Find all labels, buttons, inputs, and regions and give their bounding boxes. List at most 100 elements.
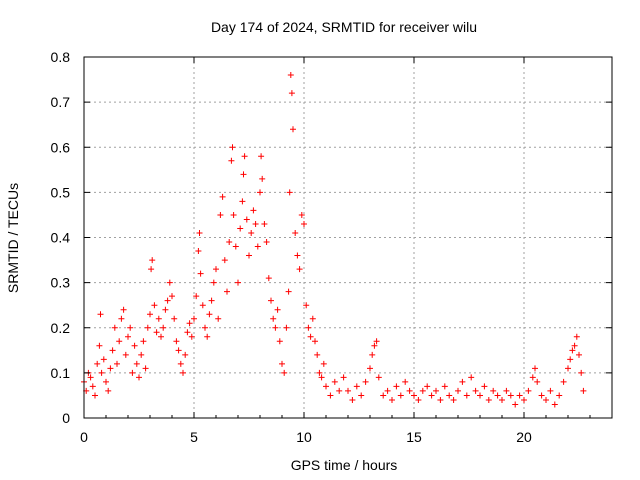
data-point [224,288,230,295]
data-point [111,324,118,331]
data-point [477,392,483,399]
data-point [521,396,527,403]
data-point [105,387,112,394]
data-point [254,243,261,250]
data-point [406,387,413,394]
x-tick-labels: 0 5 10 15 20 [80,429,532,445]
data-point [362,378,369,385]
data-point [433,387,439,394]
data-point [197,270,204,277]
data-point [206,311,213,318]
data-point [169,293,175,300]
data-point [336,387,343,394]
data-point [107,365,114,372]
data-point [151,302,158,309]
data-point [393,383,400,390]
y-tick-label: 0.1 [51,365,71,381]
data-point [305,324,312,331]
data-point [402,378,409,385]
y-tick-label: 0.4 [51,230,71,246]
data-point [565,365,571,372]
data-point [384,387,391,394]
data-point [419,387,426,394]
data-point [171,315,178,322]
data-point [188,333,195,340]
data-point [279,360,285,367]
data-point [221,257,228,264]
data-point [411,392,417,399]
data-point [375,374,382,381]
data-point [298,211,305,218]
data-point [285,288,292,295]
data-point [109,347,116,354]
data-point [122,351,129,358]
data-point [286,189,293,196]
data-point [578,369,585,376]
data-point [307,333,314,340]
data-point [87,374,94,381]
data-point [97,311,104,318]
data-point [196,229,203,236]
data-point [230,211,237,218]
data-point [290,126,296,133]
data-point [529,374,536,381]
data-point [261,220,268,227]
data-point [202,324,208,331]
data-point [114,360,120,367]
data-point [133,360,140,367]
data-point [239,198,246,205]
data-point [353,383,360,390]
data-point [248,229,255,236]
data-point [450,396,457,403]
data-point [571,342,578,349]
data-point [100,356,107,363]
data-point [195,248,202,255]
data-point [147,311,153,318]
data-point [276,338,283,345]
data-point [373,338,380,345]
data-point [569,347,576,354]
data-point [397,392,404,399]
y-axis-label: SRMTID / TECUs [5,183,21,293]
y-tick-label: 0.5 [51,184,71,200]
data-point [125,333,131,340]
data-point [534,378,541,385]
data-point [294,252,301,259]
axis-ticks [83,56,613,419]
data-point [217,211,224,218]
data-point [303,302,310,309]
data-point [241,153,248,160]
data-point [314,351,321,358]
data-point [210,279,217,286]
data-point [301,220,307,227]
data-point [148,266,155,273]
data-point [512,401,519,408]
data-point [580,387,587,394]
data-point [358,392,365,399]
data-point [367,365,373,372]
data-point [556,392,563,399]
data-point [503,387,510,394]
data-point [226,239,233,246]
data-point [116,338,123,345]
data-point [274,306,281,313]
data-point [499,396,505,403]
data-point [164,297,171,304]
data-point [259,175,266,182]
data-point [89,383,96,390]
data-point [237,225,244,232]
data-point [455,387,461,394]
data-point [186,320,193,327]
data-point [331,378,338,385]
data-point [532,365,538,372]
data-point [136,374,142,381]
data-point [175,347,182,354]
chart-title: Day 174 of 2024, SRMTID for receiver wil… [211,19,477,35]
data-point [166,279,173,286]
data-point [516,392,523,399]
data-point [538,392,545,399]
data-point [459,378,466,385]
data-point [287,72,294,79]
data-point [573,333,580,340]
data-point [177,360,184,367]
